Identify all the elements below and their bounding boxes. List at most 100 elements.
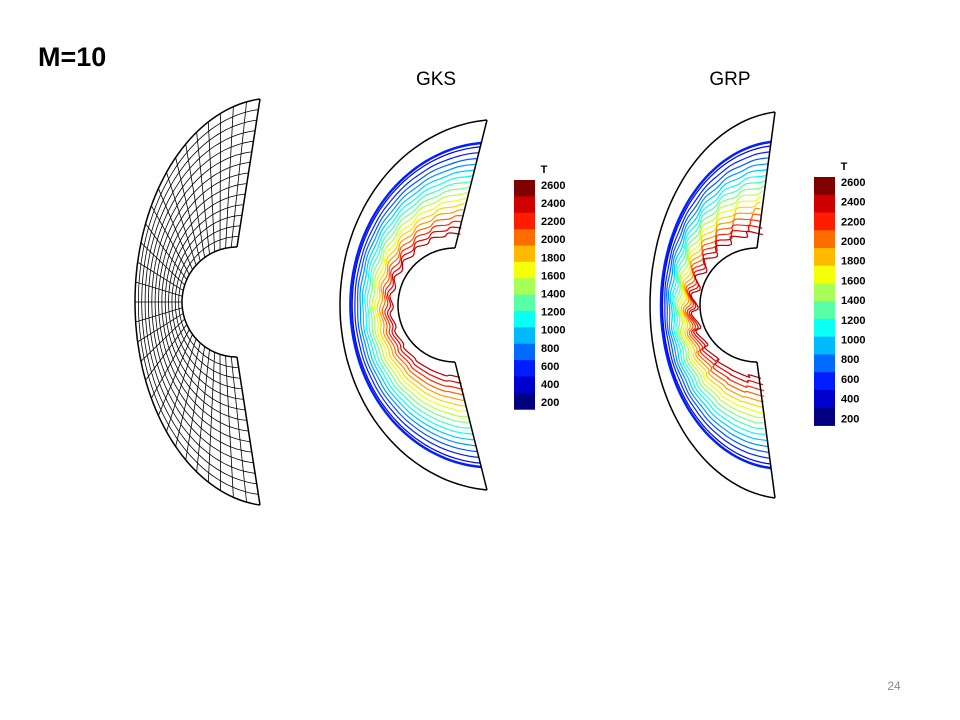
contour-line <box>356 157 478 453</box>
mesh-line <box>230 101 247 248</box>
colorbar-bin <box>814 265 835 284</box>
contour-line <box>379 209 466 401</box>
legend-label: 400 <box>541 379 559 391</box>
body-surface <box>397 247 455 363</box>
legend-label: 2000 <box>841 236 865 248</box>
contour-line <box>386 226 462 384</box>
contour-line <box>664 151 771 459</box>
contour-line <box>666 157 770 454</box>
legend-label: 2600 <box>841 177 865 189</box>
mesh-line <box>230 356 247 503</box>
mesh-line <box>135 307 183 323</box>
mesh-line <box>140 242 185 286</box>
contour-line <box>690 230 763 379</box>
colorbar-bin <box>814 230 835 249</box>
contour-line <box>686 219 765 392</box>
contour-line <box>688 225 764 386</box>
contour-line <box>351 146 481 464</box>
colorbar-bin <box>814 247 835 267</box>
legend-label: 1400 <box>541 289 565 301</box>
mesh-line <box>207 121 216 252</box>
mesh-line <box>175 342 201 447</box>
mesh-line <box>151 205 190 275</box>
contour-line <box>682 207 765 403</box>
colorbar-bin <box>814 301 835 320</box>
contour-line <box>368 186 471 423</box>
mesh-line <box>225 355 234 498</box>
mesh-line <box>225 106 234 249</box>
shock <box>349 141 482 469</box>
legend-title: T <box>841 161 848 173</box>
mesh-line <box>151 329 190 399</box>
legend-label: 800 <box>541 343 559 355</box>
colorbar-bin <box>514 245 535 263</box>
mesh-line <box>175 157 201 262</box>
side-boundary <box>756 111 776 249</box>
panel-label: GKS <box>416 69 456 90</box>
colorbar-bin <box>514 261 535 279</box>
colorbar-bin <box>514 294 535 312</box>
side-boundary <box>454 119 488 249</box>
mesh-line <box>219 354 221 491</box>
legend-label: 400 <box>841 394 859 406</box>
contour-line <box>361 169 476 441</box>
colorbar-bin <box>514 327 535 345</box>
body-surface <box>181 246 237 358</box>
mesh-line <box>185 346 206 460</box>
legend-label: 600 <box>841 374 859 386</box>
figures: T 2600 2400 2200 2000 1800 1600 1400 1200 1000 800… <box>134 98 865 506</box>
mesh-line <box>196 349 210 472</box>
side-boundary <box>454 361 488 491</box>
colorbar-bin <box>814 354 835 373</box>
legend-label: 2000 <box>541 234 565 246</box>
colorbar-bin <box>514 376 535 394</box>
legend-label: 1400 <box>841 295 865 307</box>
mesh-line <box>185 144 206 258</box>
side-boundary <box>236 98 261 248</box>
colorbar-bin <box>814 372 835 391</box>
contour-line <box>684 213 765 397</box>
body-surface <box>699 247 757 363</box>
colorbar-bin <box>814 283 835 302</box>
mesh-line <box>158 188 193 270</box>
legend-label: 1000 <box>841 335 865 347</box>
contour-line <box>364 175 474 435</box>
contour-line <box>680 202 764 408</box>
contour-line <box>674 185 765 424</box>
legend-label: 1600 <box>841 275 865 287</box>
contour-line <box>667 163 770 448</box>
side-boundary <box>756 361 776 499</box>
mesh-line <box>137 313 184 343</box>
colorbar-bin <box>514 392 535 410</box>
mesh-line <box>166 338 197 432</box>
slide-title: M=10 <box>38 42 106 72</box>
legend-label: 200 <box>841 413 859 425</box>
legend-label: 2200 <box>841 216 865 228</box>
page-number: 24 <box>887 679 901 693</box>
colorbar-bin <box>814 336 835 355</box>
mesh-line <box>158 334 193 416</box>
legend-title: T <box>541 164 548 176</box>
colorbar-bin <box>514 229 535 246</box>
legend-label: 1200 <box>841 315 865 327</box>
panel-label: GRP <box>709 69 750 90</box>
legend-label: 1800 <box>841 256 865 268</box>
colorbar-bin <box>814 407 835 426</box>
contour-line <box>354 152 480 458</box>
mesh-line <box>145 324 188 381</box>
outer-boundary <box>649 111 776 499</box>
legend-label: 1200 <box>541 307 565 319</box>
colorbar-bin <box>514 278 535 296</box>
contour-line <box>661 145 771 465</box>
contour-line <box>384 220 464 390</box>
legend-label: 2200 <box>541 216 565 228</box>
colorbar-bin <box>814 318 835 338</box>
outer-boundary <box>339 119 488 491</box>
mesh-line <box>135 281 183 297</box>
legend-label: 800 <box>841 354 859 366</box>
contour-line <box>376 203 467 407</box>
contour-line <box>373 197 467 412</box>
legend-label: 2600 <box>541 180 565 192</box>
colorbar-bin <box>514 180 535 197</box>
